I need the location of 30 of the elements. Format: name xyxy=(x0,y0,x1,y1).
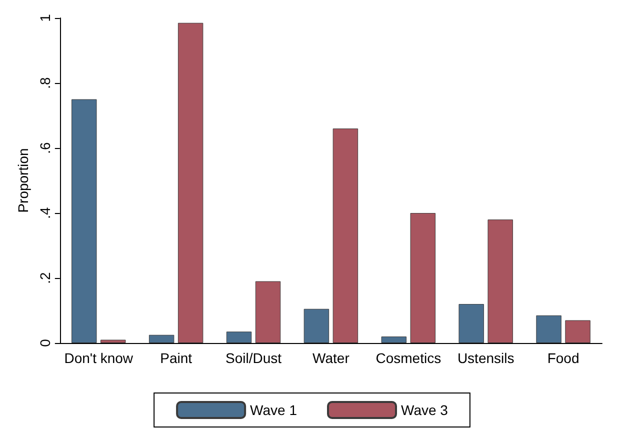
bar xyxy=(458,304,484,343)
y-axis-title: Proportion xyxy=(15,148,31,213)
x-tick-label: Don't know xyxy=(64,350,134,366)
x-tick-label: Water xyxy=(312,350,350,366)
bar xyxy=(148,334,174,343)
legend-label: Wave 3 xyxy=(401,402,448,418)
bar xyxy=(381,336,406,343)
y-tick-label: .8 xyxy=(36,76,53,89)
bar xyxy=(226,332,252,343)
y-tick-label: .2 xyxy=(36,272,53,284)
bar xyxy=(72,99,97,343)
bar xyxy=(255,281,281,343)
y-tick-label: .4 xyxy=(36,206,53,219)
bar xyxy=(304,308,330,343)
bar xyxy=(100,340,126,343)
bar xyxy=(178,22,204,343)
x-tick-label: Ustensils xyxy=(457,350,514,366)
bar xyxy=(332,128,358,343)
x-tick-label: Cosmetics xyxy=(376,350,442,366)
bar xyxy=(536,315,562,343)
y-tick-label: 0 xyxy=(36,338,53,347)
x-tick-label: Food xyxy=(547,350,580,366)
y-tick-label: .6 xyxy=(36,142,53,154)
y-tick-label: 1 xyxy=(36,14,53,22)
x-tick-label: Soil/Dust xyxy=(225,350,282,366)
legend-label: Wave 1 xyxy=(250,402,298,418)
bar xyxy=(410,213,436,343)
x-tick-label: Paint xyxy=(160,350,192,366)
bar xyxy=(565,320,590,343)
bar xyxy=(488,220,513,343)
